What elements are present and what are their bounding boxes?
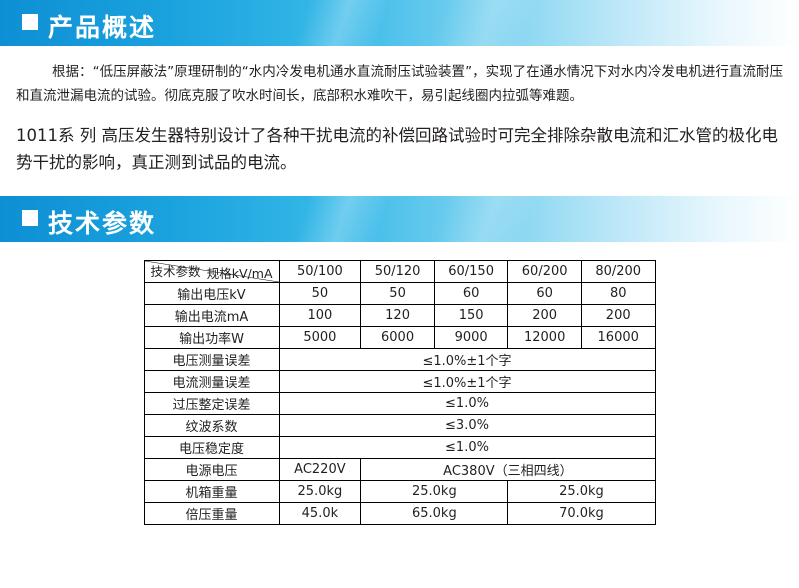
table-cell: 16000 (580, 326, 656, 349)
overview-paragraph-2: 1011系 列 高压发生器特别设计了各种干扰电流的补偿回路试验时可完全排除杂散电… (16, 126, 778, 172)
table-cell: 6000 (360, 326, 435, 349)
table-header-model: 60/150 (433, 260, 509, 283)
section-banner-specs: 技术参数 (0, 196, 799, 242)
table-header-model: 50/100 (278, 260, 362, 283)
table-cell: 150 (433, 304, 509, 327)
table-row: 电压测量误差 ≤1.0%±1个字 (143, 348, 656, 371)
table-corner-cell: 规格kV/mA 技术参数 (143, 260, 280, 283)
overview-text-block: 根据：“低压屏蔽法”原理研制的“水内冷发电机通水直流耐压试验装置”，实现了在通水… (0, 46, 799, 176)
table-row-label: 电源电压 (143, 458, 280, 481)
table-row: 过压整定误差 ≤1.0% (143, 392, 656, 415)
table-header-model: 80/200 (580, 260, 656, 283)
table-row-label: 过压整定误差 (143, 392, 280, 415)
corner-top-right-label: 规格kV/mA (206, 266, 273, 281)
table-row-label: 输出电流mA (143, 304, 280, 327)
table-row-label: 纹波系数 (143, 414, 280, 437)
table-row: 电流测量误差 ≤1.0%±1个字 (143, 370, 656, 393)
table-cell: 50 (278, 282, 362, 305)
table-row: 电压稳定度 ≤1.0% (143, 436, 656, 459)
table-header-model: 60/200 (507, 260, 582, 283)
table-cell: 200 (507, 304, 582, 327)
diagonal-line-icon (144, 261, 279, 282)
table-row-label: 电流测量误差 (143, 370, 280, 393)
table-cell: 25.0kg (360, 480, 509, 503)
table-row: 输出功率W 5000 6000 9000 12000 16000 (143, 326, 656, 349)
table-cell: 100 (278, 304, 362, 327)
table-header-model: 50/120 (360, 260, 435, 283)
table-cell: 5000 (278, 326, 362, 349)
table-cell: ≤3.0% (278, 414, 656, 437)
table-row-label: 电压稳定度 (143, 436, 280, 459)
table-cell: ≤1.0%±1个字 (278, 370, 656, 393)
table-row: 输出电压kV 50 50 60 60 80 (143, 282, 656, 305)
table-cell: 80 (580, 282, 656, 305)
table-cell: 25.0kg (278, 480, 362, 503)
table-row: 输出电流mA 100 120 150 200 200 (143, 304, 656, 327)
table-cell: 65.0kg (360, 502, 509, 525)
spec-table-wrapper: 规格kV/mA 技术参数 50/100 50/120 60/150 60/200 80/20… (0, 242, 799, 525)
overview-paragraph-1: 根据：“低压屏蔽法”原理研制的“水内冷发电机通水直流耐压试验装置”，实现了在通水… (16, 60, 783, 108)
table-row-label: 机箱重量 (143, 480, 280, 503)
table-row: 倍压重量 45.0k 65.0kg 70.0kg (143, 502, 656, 525)
table-row: 电源电压 AC220V AC380V（三相四线） (143, 458, 656, 481)
table-cell: 60 (507, 282, 582, 305)
section-spacer (0, 176, 799, 196)
table-row: 机箱重量 25.0kg 25.0kg 25.0kg (143, 480, 656, 503)
corner-bottom-left-label: 技术参数 (150, 264, 201, 279)
table-row: 纹波系数 ≤3.0% (143, 414, 656, 437)
spec-table: 规格kV/mA 技术参数 50/100 50/120 60/150 60/200 80/20… (143, 260, 656, 525)
table-row-label: 电压测量误差 (143, 348, 280, 371)
table-cell: 60 (433, 282, 509, 305)
table-row-label: 倍压重量 (143, 502, 280, 525)
table-cell: ≤1.0% (278, 392, 656, 415)
table-cell: ≤1.0% (278, 436, 656, 459)
table-cell: 50 (360, 282, 435, 305)
table-cell: 9000 (433, 326, 509, 349)
table-header-row: 规格kV/mA 技术参数 50/100 50/120 60/150 60/200 80/20… (143, 260, 656, 283)
table-cell: 12000 (507, 326, 582, 349)
table-row-label: 输出功率W (143, 326, 280, 349)
table-row-label: 输出电压kV (143, 282, 280, 305)
banner-square-icon (22, 210, 38, 226)
section-title-overview: 产品概述 (48, 13, 157, 42)
section-banner-overview: 产品概述 (0, 0, 799, 46)
section-title-specs: 技术参数 (48, 209, 157, 238)
table-cell: 45.0k (278, 502, 362, 525)
table-cell: AC220V (278, 458, 362, 481)
table-cell: ≤1.0%±1个字 (278, 348, 656, 371)
table-cell: 120 (360, 304, 435, 327)
overview-paragraph-1-text: 根据：“低压屏蔽法”原理研制的“水内冷发电机通水直流耐压试验装置”，实现了在通水… (16, 64, 783, 104)
table-cell: AC380V（三相四线） (360, 458, 656, 481)
table-cell: 200 (580, 304, 656, 327)
table-cell: 70.0kg (507, 502, 656, 525)
table-cell: 25.0kg (507, 480, 656, 503)
banner-square-icon (22, 14, 38, 30)
